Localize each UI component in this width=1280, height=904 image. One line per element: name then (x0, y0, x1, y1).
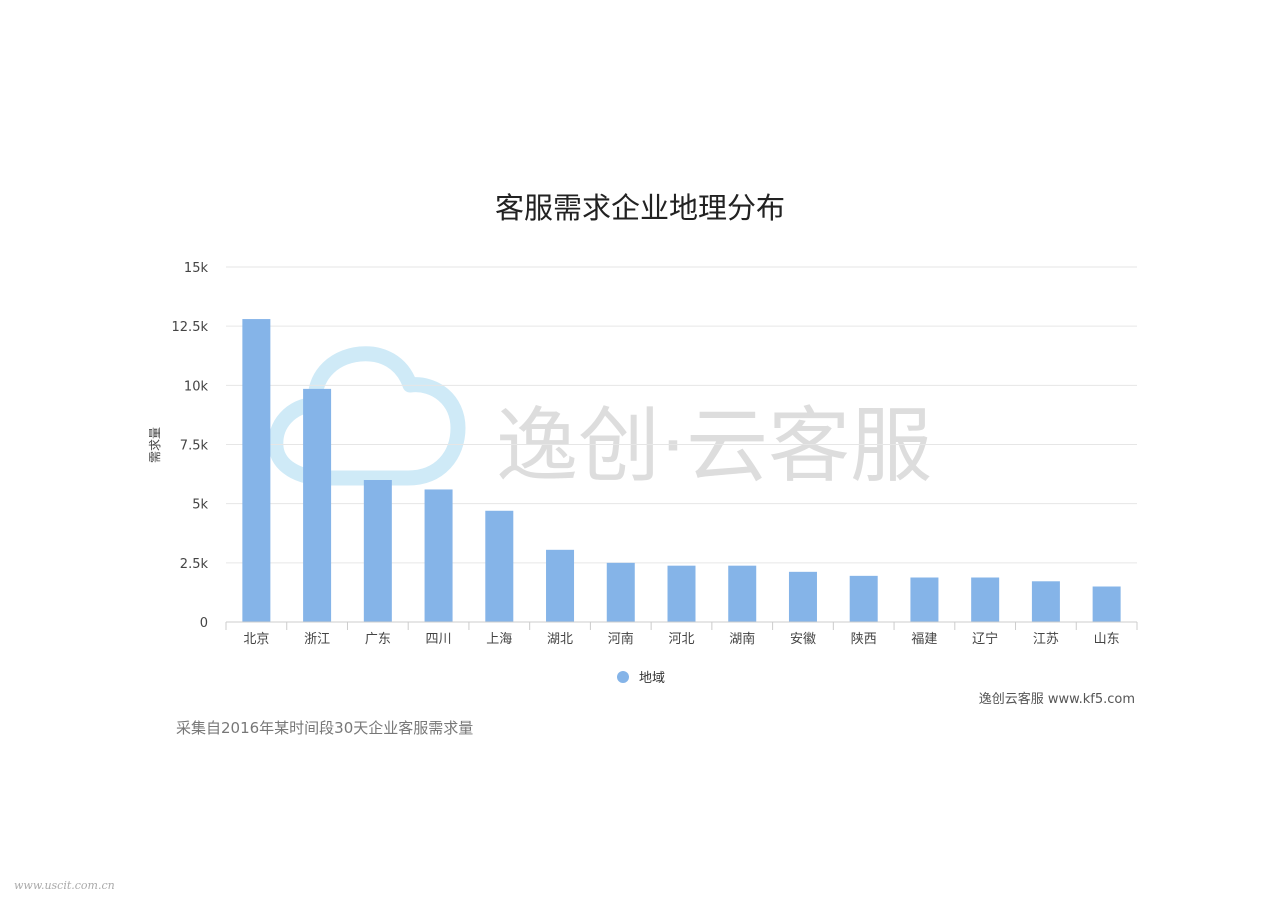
x-tick-label: 河北 (668, 632, 694, 647)
legend-marker (617, 671, 629, 683)
bar[interactable] (546, 549, 575, 622)
x-tick-label: 陕西 (851, 632, 877, 647)
legend-label: 地域 (639, 671, 665, 686)
bar[interactable] (242, 319, 271, 622)
x-tick-label: 江苏 (1033, 631, 1059, 647)
x-tick-label: 福建 (911, 632, 937, 647)
x-tick-label: 上海 (486, 632, 512, 647)
x-tick-label: 湖北 (547, 632, 573, 647)
x-tick-label: 北京 (243, 632, 269, 647)
watermark-text: 逸创·云客服 (496, 399, 932, 494)
bar[interactable] (728, 565, 757, 622)
x-tick-label: 山东 (1094, 632, 1120, 647)
y-tick-label: 5k (192, 498, 208, 513)
cloud-icon (268, 346, 466, 486)
bar[interactable] (971, 577, 1000, 622)
x-tick-label: 安徽 (790, 632, 816, 647)
brand-watermark: 逸创·云客服 (268, 346, 932, 494)
bar[interactable] (303, 388, 332, 622)
legend[interactable]: 地域 (617, 671, 665, 686)
site-watermark: www.uscit.com.cn (14, 879, 115, 892)
data-note: 采集自2016年某时间段30天企业客服需求量 (176, 719, 473, 737)
chart-title: 客服需求企业地理分布 (495, 191, 785, 225)
bar[interactable] (667, 565, 696, 622)
source-credit: 逸创云客服 www.kf5.com (979, 691, 1135, 707)
bar[interactable] (1031, 581, 1060, 622)
bar[interactable] (849, 575, 878, 622)
x-tick-label: 辽宁 (972, 631, 998, 647)
y-axis-ticks: 0 2.5k 5k 7.5k 10k 12.5k 15k (172, 261, 209, 631)
x-tick-label: 广东 (365, 632, 391, 647)
x-tick-label: 浙江 (304, 632, 330, 647)
x-tick-label: 河南 (608, 631, 634, 647)
bar[interactable] (363, 480, 392, 622)
y-axis-label: 需求量 (148, 427, 162, 463)
bar[interactable] (910, 577, 939, 622)
bar[interactable] (606, 562, 635, 622)
y-tick-label: 15k (184, 261, 209, 276)
y-tick-label: 7.5k (180, 439, 209, 454)
bar[interactable] (485, 510, 514, 622)
y-tick-label: 2.5k (180, 557, 209, 572)
bars (242, 319, 1121, 623)
bar[interactable] (424, 489, 453, 622)
x-axis: 北京 浙江 广东 四川 上海 湖北 河南 河北 湖南 安徽 陕西 福建 辽宁 江苏 山东 (225, 621, 1138, 647)
bar[interactable] (1092, 586, 1121, 623)
y-tick-label: 10k (184, 379, 209, 394)
bar[interactable] (788, 571, 817, 622)
y-tick-label: 12.5k (172, 320, 209, 335)
x-tick-label: 湖南 (729, 631, 755, 647)
x-tick-label: 四川 (426, 632, 452, 647)
y-tick-label: 0 (200, 616, 208, 631)
